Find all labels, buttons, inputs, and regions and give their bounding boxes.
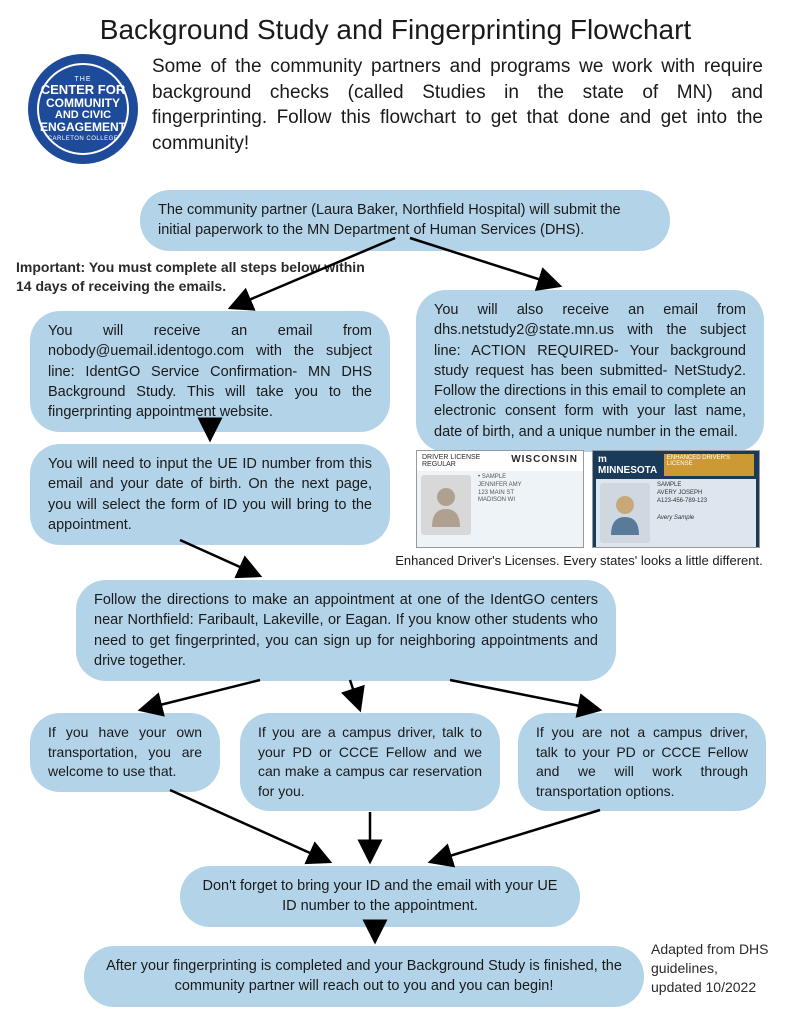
logo-line2: COMMUNITY — [46, 97, 120, 110]
wi-label: WISCONSIN — [511, 454, 578, 468]
license-caption: Enhanced Driver's Licenses. Every states… — [384, 553, 774, 568]
node-own-transport: If you have your own transportation, you… — [30, 713, 220, 792]
intro-text: Some of the community partners and progr… — [152, 54, 763, 164]
intro-row: THE CENTER FOR COMMUNITY AND CIVIC ENGAG… — [0, 46, 791, 170]
logo-line5: CARLETON COLLEGE — [48, 136, 119, 142]
node-input-ueid: You will need to input the UE ID number … — [30, 444, 390, 545]
node-not-campus-driver: If you are not a campus driver, talk to … — [518, 713, 766, 811]
node-bring-id: Don't forget to bring your ID and the em… — [180, 866, 580, 927]
logo-line4: ENGAGEMENT — [40, 121, 126, 134]
logo-line1: CENTER FOR — [41, 83, 126, 97]
mn-sub: ENHANCED DRIVER'S LICENSE — [664, 454, 754, 476]
important-note: Important: You must complete all steps b… — [16, 258, 376, 296]
wi-sub: DRIVER LICENSE REGULAR — [422, 454, 511, 468]
license-minnesota: m MINNESOTA ENHANCED DRIVER'S LICENSE SA… — [592, 450, 760, 548]
node-email-netstudy: You will also receive an email from dhs.… — [416, 290, 764, 452]
ccce-logo: THE CENTER FOR COMMUNITY AND CIVIC ENGAG… — [28, 54, 138, 164]
node-email-identogo: You will receive an email from nobody@ue… — [30, 311, 390, 432]
mn-label: MINNESOTA — [598, 465, 657, 476]
node-appointment: Follow the directions to make an appoint… — [76, 580, 616, 681]
page-title: Background Study and Fingerprinting Flow… — [0, 0, 791, 46]
footer-note: Adapted from DHS guidelines, updated 10/… — [651, 940, 771, 997]
license-wisconsin: DRIVER LICENSE REGULAR WISCONSIN • SAMPL… — [416, 450, 584, 548]
node-finish: After your fingerprinting is completed a… — [84, 946, 644, 1007]
node-start: The community partner (Laura Baker, Nort… — [140, 190, 670, 251]
node-campus-driver: If you are a campus driver, talk to your… — [240, 713, 500, 811]
